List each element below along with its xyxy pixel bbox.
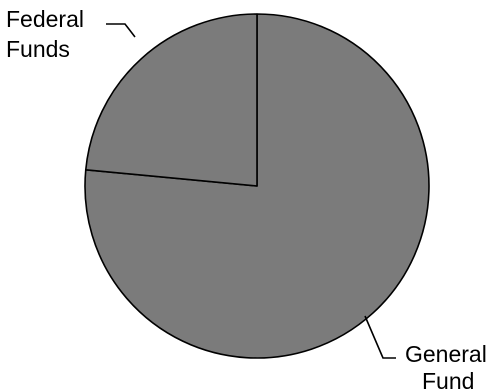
leader-line-general-fund bbox=[364, 315, 396, 359]
pie-slice-federal-funds bbox=[84, 13, 258, 187]
slice-label-federal-funds: Federal Funds bbox=[6, 6, 90, 62]
slice-label-federal-funds-line-2: Funds bbox=[6, 36, 70, 62]
slice-label-federal-funds-line-1: Federal bbox=[6, 6, 84, 32]
slice-label-general-fund-line-1: General bbox=[405, 341, 487, 367]
slice-label-general-fund: General Fund bbox=[405, 341, 493, 392]
pie-slices bbox=[84, 13, 430, 359]
slice-label-general-fund-line-2: Fund bbox=[422, 368, 474, 392]
leader-line-federal-funds bbox=[106, 23, 136, 38]
